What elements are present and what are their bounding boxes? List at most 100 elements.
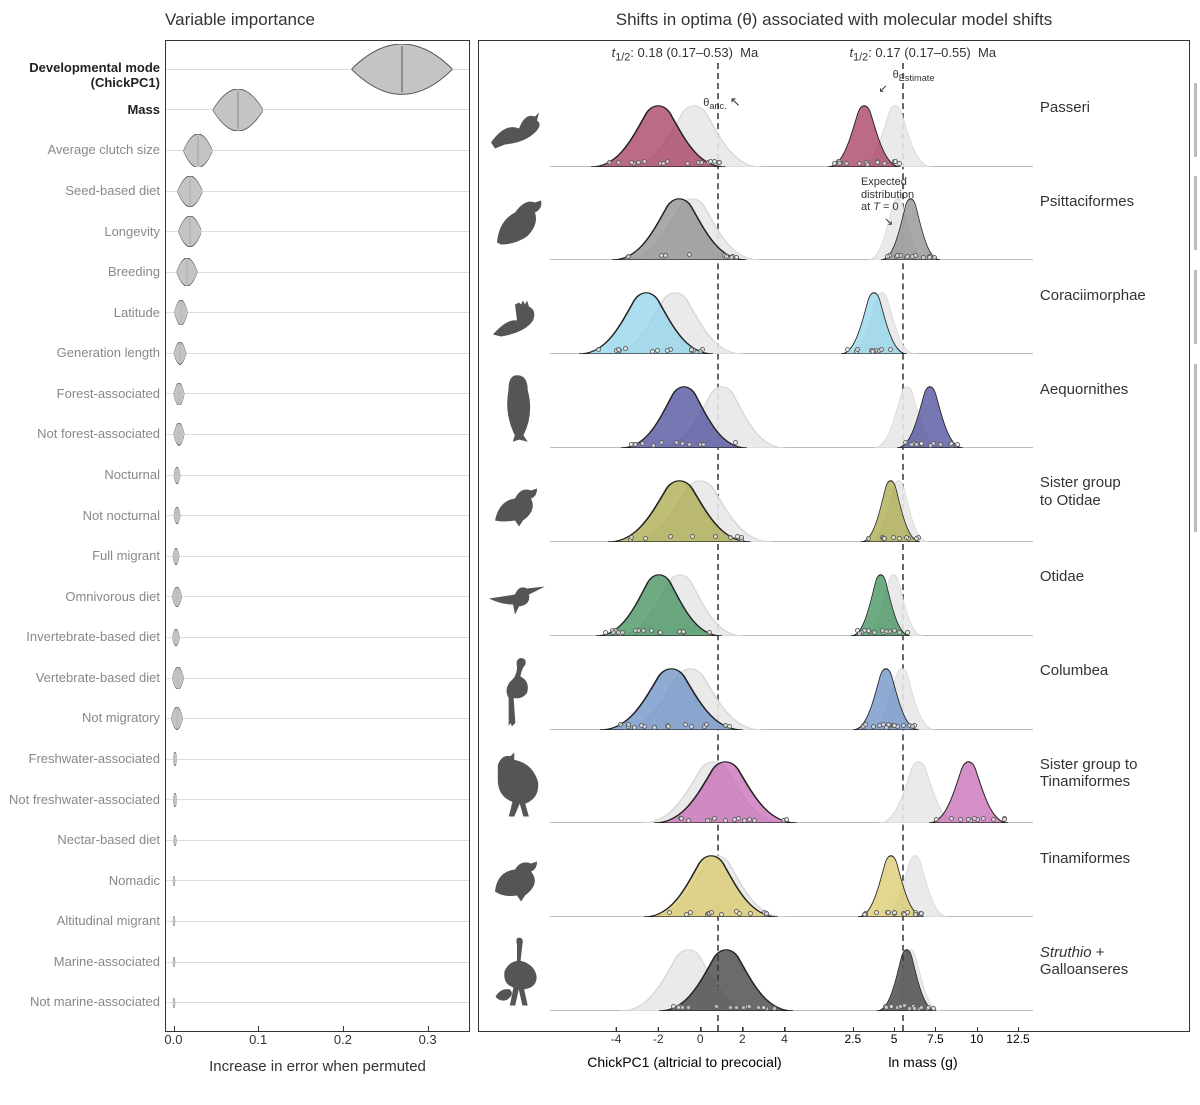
x-tick: 5 [891, 1032, 898, 1046]
x-tick: 12.5 [1006, 1032, 1029, 1046]
x-tick: 0.1 [249, 1032, 267, 1047]
violin-glyph [173, 548, 180, 565]
dist-lnmass [853, 662, 919, 730]
dist-chickpc1 [621, 380, 747, 448]
figure-root: Variable importance Developmental mode(C… [10, 10, 1190, 1087]
x-tick: 4 [781, 1032, 788, 1105]
dist-lnmass [861, 474, 920, 542]
vi-label: Seed-based diet [65, 184, 166, 198]
x-tick: 0.0 [164, 1032, 182, 1047]
x-tick: 2.5 [844, 1032, 861, 1046]
clade-label: Sister group toTinamiformes [1040, 756, 1138, 791]
vi-label: Omnivorous diet [65, 590, 166, 604]
x-tick: 0.2 [334, 1032, 352, 1047]
vi-label: Average clutch size [48, 143, 167, 157]
clade-label: Sister groupto Otidae [1040, 474, 1121, 509]
clade-row: Columbea [479, 636, 1189, 730]
vi-label: Mass [127, 103, 166, 117]
clade-label: Struthio +Galloanseres [1040, 944, 1128, 979]
bird-silhouette-parrot [485, 183, 549, 258]
violin-glyph [173, 423, 184, 445]
violin-glyph [173, 383, 184, 405]
clade-label: Coraciimorphae [1040, 287, 1146, 304]
col1-x-label: ChickPC1 (altricial to precocial) [587, 1054, 782, 1070]
left-panel: Variable importance Developmental mode(C… [10, 10, 470, 1087]
clade-row: Coraciimorphae [479, 260, 1189, 354]
vi-label: Not migratory [82, 711, 166, 725]
dist-lnmass [841, 286, 907, 354]
dist-lnmass [897, 380, 963, 448]
bird-silhouette-songbird [485, 89, 549, 164]
clade-row: Sister groupto Otidae [479, 448, 1189, 542]
dist-chickpc1 [644, 849, 778, 917]
vi-label: Full migrant [92, 549, 166, 563]
clade-row: Struthio +Galloanseres [479, 917, 1189, 1011]
dist-lnmass [929, 755, 1008, 823]
clade-label: Otidae [1040, 568, 1084, 585]
clade-label: Aequornithes [1040, 381, 1128, 398]
bird-silhouette-flamingo [485, 653, 549, 728]
left-x-label: Increase in error when permuted [165, 1058, 470, 1075]
variable-importance-plot: Developmental mode(ChickPC1)MassAverage … [165, 40, 470, 1032]
dist-chickpc1 [659, 943, 793, 1011]
violin-glyph [173, 752, 177, 766]
bird-silhouette-ostrich [485, 934, 549, 1009]
vi-label: Latitude [114, 306, 166, 320]
left-x-axis: Increase in error when permuted 0.0 0.1 0.… [165, 1032, 470, 1087]
clade-row: Psittaciformes [479, 167, 1189, 261]
clade-row: Passeri [479, 73, 1189, 167]
dist-lnmass [858, 849, 924, 917]
vi-label: Invertebrate-based diet [26, 630, 166, 644]
violin-glyph [174, 467, 181, 484]
left-title: Variable importance [10, 10, 470, 36]
theta-estimate-annotation: θEstimate [893, 69, 935, 83]
t12-right: t1/2: 0.17 (0.17–0.55) Ma [849, 45, 996, 64]
dist-chickpc1 [579, 286, 713, 354]
dist-chickpc1 [600, 662, 743, 730]
violin-glyph [174, 300, 187, 325]
violin-glyph [173, 876, 176, 886]
dist-chickpc1 [608, 474, 751, 542]
vi-label: Not forest-associated [37, 427, 166, 441]
violin-glyph [177, 176, 202, 207]
clade-label: Tinamiformes [1040, 850, 1130, 867]
violin-glyph [178, 216, 202, 247]
violin-glyph [173, 998, 176, 1008]
clade-row: Tinamiformes [479, 823, 1189, 917]
clade-label: Columbea [1040, 662, 1108, 679]
col2-x-label: ln mass (g) [888, 1054, 957, 1070]
vi-label: Not nocturnal [83, 509, 166, 523]
clade-side-bars [1183, 41, 1200, 1031]
vi-label: Longevity [104, 225, 166, 239]
vi-label: Vertebrate-based diet [36, 671, 166, 685]
right-title: Shifts in optima (θ) associated with mol… [478, 10, 1190, 36]
clade-row: Aequornithes [479, 354, 1189, 448]
vi-label: Breeding [108, 265, 166, 279]
vi-label: Freshwater-associated [29, 752, 167, 766]
dist-lnmass [828, 99, 900, 167]
expected-dist-annotation: Expecteddistributionat T = 0 [861, 176, 914, 212]
optima-shifts-plot: t1/2: 0.18 (0.17–0.53) Ma t1/2: 0.17 (0.1… [478, 40, 1190, 1032]
violin-glyph [183, 134, 212, 168]
clade-label: Psittaciformes [1040, 193, 1134, 210]
violin-glyph [172, 667, 184, 689]
right-x-axis: -4-20242.557.51012.5ChickPC1 (altricial … [478, 1032, 1190, 1087]
bird-silhouette-quail [485, 465, 549, 540]
violin-glyph [174, 507, 181, 524]
dist-chickpc1 [654, 755, 797, 823]
x-tick: 0.3 [419, 1032, 437, 1047]
bird-silhouette-tinamou [485, 840, 549, 915]
right-panel: Shifts in optima (θ) associated with mol… [478, 10, 1190, 1087]
bird-silhouette-emu [485, 746, 549, 821]
vi-label: Nocturnal [104, 468, 166, 482]
violin-glyph [173, 793, 177, 807]
vi-label: Nectar-based diet [57, 833, 166, 847]
vi-label: Not marine-associated [30, 995, 166, 1009]
x-tick: 10 [970, 1032, 983, 1046]
t12-left: t1/2: 0.18 (0.17–0.53) Ma [612, 45, 759, 64]
violin-glyph [172, 587, 182, 607]
dist-lnmass [877, 943, 936, 1011]
violin-glyph [174, 835, 177, 846]
bird-silhouette-penguin [485, 371, 549, 446]
violin-glyph [174, 342, 187, 364]
